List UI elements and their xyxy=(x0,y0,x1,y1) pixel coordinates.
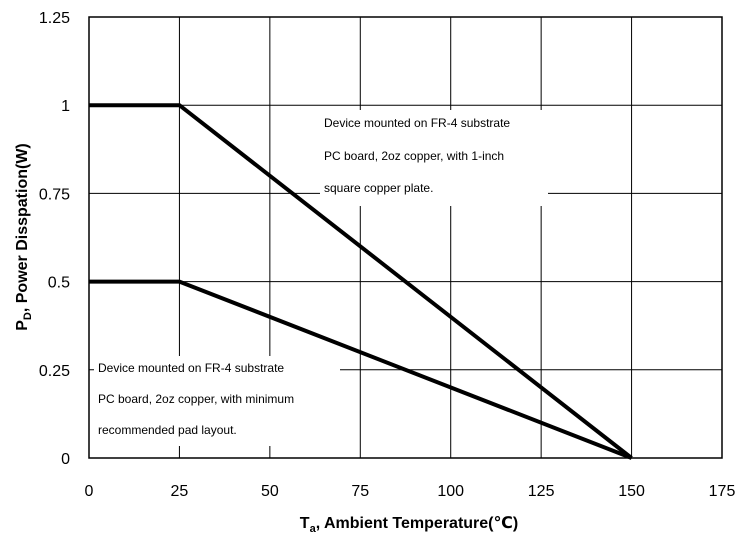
x-tick-label-1: 25 xyxy=(171,483,189,500)
annotation-2-line-3: recommended pad layout. xyxy=(98,423,237,437)
x-tick-label-0: 0 xyxy=(85,483,94,500)
y-tick-label-4: 1 xyxy=(61,98,70,115)
annotation-1-line-1: Device mounted on FR-4 substrate xyxy=(324,116,510,130)
tick-labels: 0 25 50 75 100 125 150 175 0 0.25 0.5 0.75 1 1.25 xyxy=(39,10,736,500)
y-tick-label-0: 0 xyxy=(61,451,70,468)
x-tick-label-5: 125 xyxy=(528,483,555,500)
y-tick-label-1: 0.25 xyxy=(39,363,70,380)
series-lines xyxy=(89,103,633,460)
annotations: Device mounted on FR-4 substrate PC boar… xyxy=(94,110,548,446)
y-axis-label-sub: D xyxy=(22,312,34,320)
plot-frame xyxy=(88,16,723,459)
y-axis-label: PD, Power Disspation(W) xyxy=(14,143,34,331)
x-tick-label-6: 150 xyxy=(618,483,645,500)
y-tick-label-3: 0.75 xyxy=(39,186,70,203)
y-tick-label-2: 0.5 xyxy=(48,275,70,292)
x-axis-label: Ta, Ambient Temperature(℃) xyxy=(300,515,518,535)
x-tick-label-2: 50 xyxy=(261,483,279,500)
series-line-2 xyxy=(89,279,633,460)
x-tick-label-7: 175 xyxy=(709,483,736,500)
annotation-1-line-2: PC board, 2oz copper, with 1-inch xyxy=(324,149,504,163)
x-axis-label-main: T xyxy=(300,515,310,532)
annotation-2-box xyxy=(94,356,340,446)
x-axis-label-rest: , Ambient Temperature(℃) xyxy=(316,515,519,532)
series-line-1 xyxy=(89,103,633,460)
x-tick-label-3: 75 xyxy=(351,483,369,500)
annotation-1-box xyxy=(320,110,548,206)
x-tick-label-4: 100 xyxy=(437,483,464,500)
y-axis-label-main: P xyxy=(14,320,31,331)
annotation-1-line-3: square copper plate. xyxy=(324,181,433,195)
annotation-1: Device mounted on FR-4 substrate PC boar… xyxy=(320,110,548,206)
annotation-2-line-2: PC board, 2oz copper, with minimum xyxy=(98,392,294,406)
y-tick-label-5: 1.25 xyxy=(39,10,70,27)
y-axis-label-rest: , Power Disspation(W) xyxy=(14,143,31,312)
annotation-2-line-1: Device mounted on FR-4 substrate xyxy=(98,361,284,375)
x-axis-label-sub: a xyxy=(310,523,317,535)
annotation-2: Device mounted on FR-4 substrate PC boar… xyxy=(94,356,340,446)
